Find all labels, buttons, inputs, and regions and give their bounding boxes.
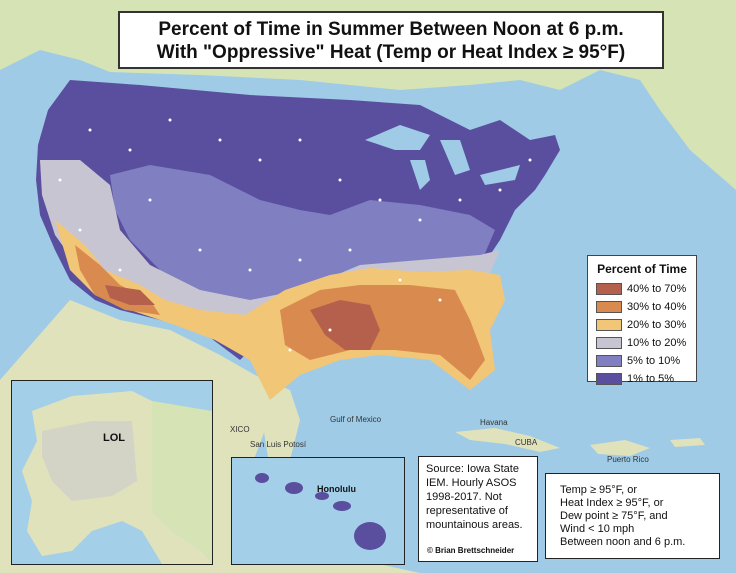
label-mexico: XICO: [230, 425, 250, 434]
label-gulf: Gulf of Mexico: [330, 415, 382, 424]
legend-swatch: [596, 319, 622, 331]
cuba-land: [455, 428, 560, 452]
label-lol: LOL: [103, 432, 125, 444]
hawaii-map: [255, 473, 386, 550]
yucatan-land: [255, 375, 300, 470]
legend-label: 5% to 10%: [627, 355, 681, 367]
legend-row: 30% to 40%: [596, 298, 688, 316]
legend-label: 10% to 20%: [627, 337, 687, 349]
label-san-luis: San Luis Potosí: [250, 440, 307, 449]
label-puerto-rico: Puerto Rico: [607, 455, 649, 464]
title-box: Percent of Time in Summer Between Noon a…: [118, 11, 664, 69]
legend-label: 1% to 5%: [627, 373, 675, 385]
label-honolulu: Honolulu: [317, 484, 356, 494]
criteria-line: Between noon and 6 p.m.: [560, 536, 686, 548]
puerto-rico-land: [670, 438, 705, 447]
legend-row: 20% to 30%: [596, 316, 688, 334]
legend-swatch: [596, 283, 622, 295]
hispaniola-land: [590, 440, 650, 456]
criteria-line: Temp ≥ 95°F, or: [560, 484, 638, 496]
legend-label: 40% to 70%: [627, 283, 687, 295]
source-text: Source: Iowa State IEM. Hourly ASOS 1998…: [426, 463, 523, 531]
label-havana: Havana: [480, 418, 508, 427]
label-cuba: CUBA: [515, 438, 538, 447]
legend-row: 1% to 5%: [596, 370, 688, 388]
legend-label: 30% to 40%: [627, 301, 687, 313]
criteria-box: Temp ≥ 95°F, or Heat Index ≥ 95°F, or Dew …: [545, 473, 720, 559]
criteria-line: Wind < 10 mph: [560, 523, 635, 535]
criteria-lines: Temp ≥ 95°F, or Heat Index ≥ 95°F, or Dew …: [560, 484, 705, 549]
legend-row: 10% to 20%: [596, 334, 688, 352]
credit-text: © Brian Brettschneider: [427, 546, 515, 555]
legend-swatch: [596, 337, 622, 349]
us-region-40-70: [105, 285, 380, 350]
legend-row: 40% to 70%: [596, 280, 688, 298]
legend-rows: 40% to 70% 30% to 40% 20% to 30% 10% to 20%…: [596, 280, 688, 388]
legend-swatch: [596, 373, 622, 385]
legend-label: 20% to 30%: [627, 319, 687, 331]
station-dots: [58, 118, 532, 352]
legend-title: Percent of Time: [597, 262, 687, 276]
criteria-line: Heat Index ≥ 95°F, or: [560, 497, 664, 509]
legend-swatch: [596, 355, 622, 367]
title-line-1: Percent of Time in Summer Between Noon a…: [158, 19, 624, 40]
hawaii-inset: [231, 457, 405, 565]
criteria-line: Dew point ≥ 75°F, and: [560, 510, 668, 522]
legend-row: 5% to 10%: [596, 352, 688, 370]
title-line-2: With "Oppressive" Heat (Temp or Heat Ind…: [156, 42, 626, 63]
us-region-30-40: [75, 245, 485, 380]
source-box: Source: Iowa State IEM. Hourly ASOS 1998…: [418, 456, 538, 562]
legend: Percent of Time 40% to 70% 30% to 40% 20% …: [587, 255, 697, 385]
alaska-inset: [11, 380, 213, 565]
legend-swatch: [596, 301, 622, 313]
great-lakes: [365, 125, 520, 190]
alaska-map: [22, 391, 212, 564]
